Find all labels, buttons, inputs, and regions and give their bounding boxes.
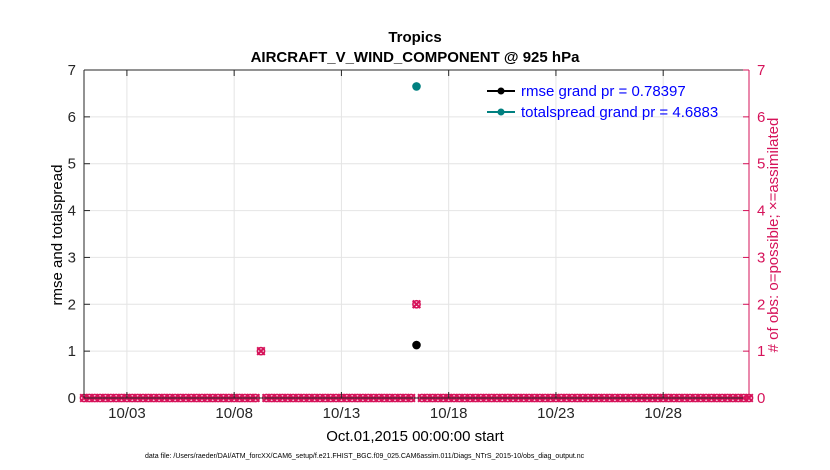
y2-tick-label: 4 [757, 203, 765, 220]
y2-tick-label: 3 [757, 249, 765, 266]
data-series [412, 82, 421, 350]
legend: rmse grand pr = 0.78397 totalspread grand… [487, 83, 718, 121]
y-axis-label: rmse and totalspread [49, 165, 66, 306]
x-tick-label: 10/23 [537, 405, 575, 422]
x-tick-label: 10/13 [323, 405, 361, 422]
data-file-footer: data file: /Users/raeder/DAI/ATM_forcXX/… [145, 453, 585, 460]
axes: 10/03 10/08 10/13 10/18 10/23 10/28 0 1 2 3 4 5 6 7 0 1… [68, 62, 766, 422]
legend-label: totalspread grand pr = 4.6883 [521, 104, 718, 121]
y-tick-label: 6 [68, 109, 76, 126]
y2-tick-label: 1 [757, 343, 765, 360]
y2-tick-label: 0 [757, 390, 765, 407]
y-tick-label: 5 [68, 156, 76, 173]
y2-axis-label: # of obs: o=possible; ×=assimilated [765, 118, 782, 353]
x-axis-label: Oct.01,2015 00:00:00 start [326, 428, 504, 445]
legend-marker [497, 87, 505, 95]
obs-assimilated-marker [411, 299, 422, 309]
y-tick-label: 1 [68, 343, 76, 360]
y-tick-label: 3 [68, 249, 76, 266]
y2-tick-label: 6 [757, 109, 765, 126]
obs-possible-marker [256, 346, 266, 356]
y2-tick-label: 7 [757, 62, 765, 79]
legend-marker [497, 108, 505, 116]
y-tick-label: 7 [68, 62, 76, 79]
chart-title: Tropics [388, 29, 441, 46]
x-tick-label: 10/18 [430, 405, 468, 422]
obs-possible-marker [412, 299, 421, 309]
y2-tick-label: 2 [757, 296, 765, 313]
x-tick-label: 10/03 [108, 405, 146, 422]
y2-tick-label: 5 [757, 156, 765, 173]
totalspread-point [412, 82, 421, 91]
chart-subtitle: AIRCRAFT_V_WIND_COMPONENT @ 925 hPa [251, 49, 581, 66]
x-tick-label: 10/28 [644, 405, 682, 422]
obs-assimilated-marker [256, 346, 266, 356]
rmse-point [412, 340, 421, 350]
y-tick-label: 0 [68, 390, 76, 407]
x-tick-label: 10/08 [215, 405, 253, 422]
y-tick-label: 4 [68, 203, 76, 220]
legend-label: rmse grand pr = 0.78397 [521, 83, 686, 100]
y-tick-label: 2 [68, 296, 76, 313]
